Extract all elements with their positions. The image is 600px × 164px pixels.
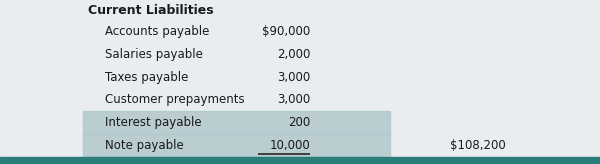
Bar <box>83 111 390 134</box>
Text: Customer prepayments: Customer prepayments <box>105 93 245 106</box>
Text: Note payable: Note payable <box>105 139 184 152</box>
Bar <box>83 134 390 157</box>
Text: 10,000: 10,000 <box>269 139 310 152</box>
Text: 3,000: 3,000 <box>277 71 310 84</box>
Text: $108,200: $108,200 <box>450 139 506 152</box>
Bar <box>0 157 600 164</box>
Text: Current Liabilities: Current Liabilities <box>88 3 214 17</box>
Text: 200: 200 <box>288 116 310 129</box>
Text: 2,000: 2,000 <box>277 48 310 61</box>
Text: Interest payable: Interest payable <box>105 116 202 129</box>
Text: Accounts payable: Accounts payable <box>105 25 209 38</box>
Text: 3,000: 3,000 <box>277 93 310 106</box>
Text: $90,000: $90,000 <box>262 25 310 38</box>
Text: Taxes payable: Taxes payable <box>105 71 188 84</box>
Text: Salaries payable: Salaries payable <box>105 48 203 61</box>
